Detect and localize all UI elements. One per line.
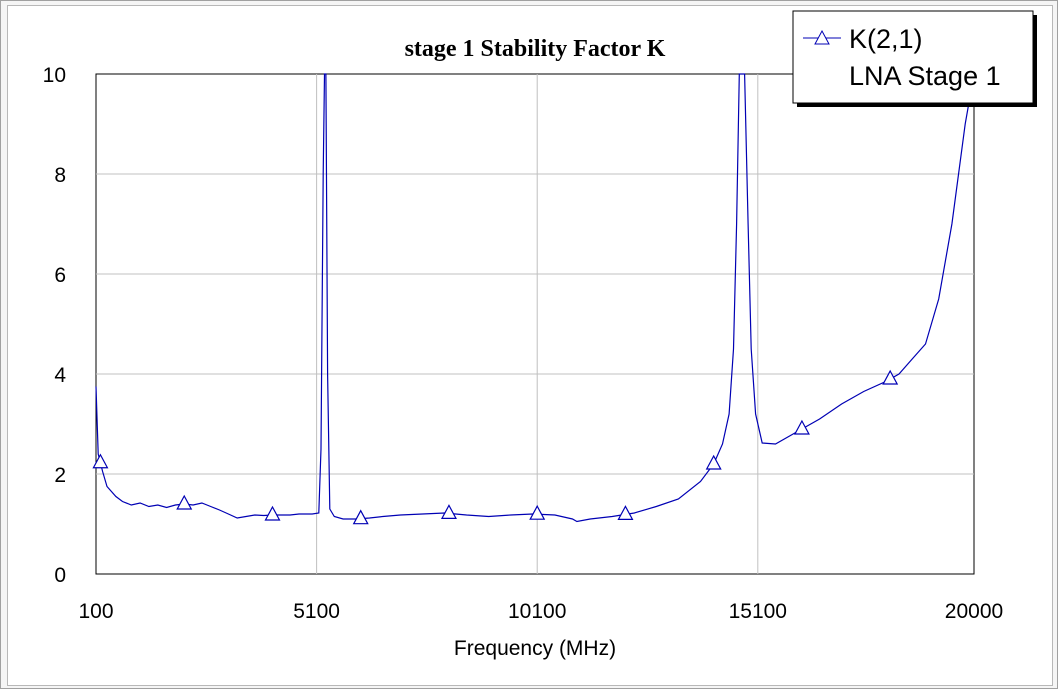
series-marker: [264, 505, 281, 521]
series-marker: [176, 494, 193, 510]
y-tick-label: 10: [43, 64, 66, 87]
x-tick-labels: 100 5100 10100 15100 20000: [78, 600, 1003, 623]
x-tick-label: 5100: [293, 600, 340, 623]
x-tick-label: 10100: [508, 600, 566, 623]
y-tick-label: 4: [54, 364, 66, 387]
series-marker: [529, 504, 546, 520]
series-marker: [793, 419, 810, 435]
series-marker: [617, 505, 634, 521]
series-marker: [882, 369, 899, 385]
series-marker: [352, 509, 369, 525]
legend-entry-series: K(2,1): [849, 24, 923, 54]
grid-lines: [96, 74, 974, 574]
y-tick-labels: 0 2 4 6 8 10: [43, 64, 67, 587]
y-tick-label: 8: [54, 164, 66, 187]
x-tick-label: 20000: [945, 600, 1003, 623]
legend[interactable]: K(2,1) LNA Stage 1: [792, 10, 1037, 107]
series-k21: [92, 73, 975, 525]
legend-box: [792, 10, 1034, 104]
y-tick-label: 6: [54, 264, 66, 287]
series-line: [95, 73, 975, 523]
x-tick-label: 15100: [729, 600, 787, 623]
series-marker: [705, 454, 722, 470]
chart-title: stage 1 Stability Factor K: [405, 36, 666, 62]
legend-entry-subtitle: LNA Stage 1: [849, 61, 1001, 91]
x-axis-title: Frequency (MHz): [454, 637, 616, 660]
y-tick-label: 0: [54, 564, 66, 587]
y-tick-label: 2: [54, 464, 66, 487]
series-marker: [440, 504, 457, 520]
x-tick-label: 100: [78, 600, 113, 623]
plot-area: [95, 73, 975, 575]
series-marker: [92, 453, 109, 469]
legend-triangle-icon: [814, 29, 830, 45]
